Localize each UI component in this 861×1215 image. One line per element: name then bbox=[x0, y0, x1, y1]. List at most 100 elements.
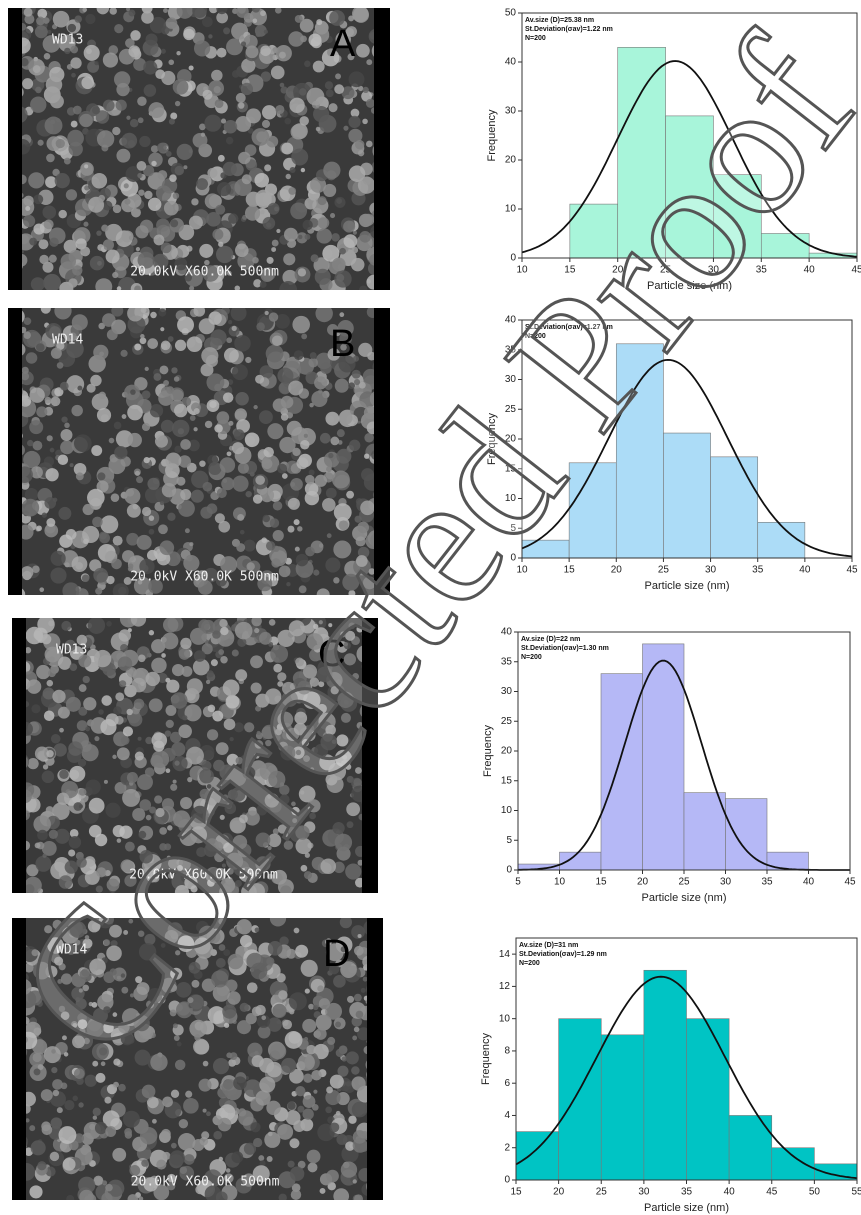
bar bbox=[558, 1018, 602, 1181]
sem-grain bbox=[23, 8, 33, 17]
sem-grain bbox=[130, 993, 135, 998]
sem-grain bbox=[206, 373, 225, 392]
sem-grain bbox=[290, 202, 308, 220]
sem-grain bbox=[71, 72, 76, 78]
sem-grain bbox=[160, 340, 171, 351]
sem-grain bbox=[227, 991, 241, 1005]
sem-grain bbox=[322, 244, 340, 262]
sem-grain bbox=[65, 696, 81, 712]
annotation: Av.size (D)=25.38 nm bbox=[525, 17, 594, 24]
sem-grain bbox=[79, 969, 90, 980]
sem-grain bbox=[288, 620, 305, 637]
sem-grain bbox=[36, 406, 48, 418]
sem-grain bbox=[295, 1085, 306, 1097]
sem-grain bbox=[214, 99, 224, 108]
sem-grain bbox=[348, 71, 365, 88]
y-tick-label: 20 bbox=[501, 746, 513, 757]
sem-grain bbox=[204, 193, 221, 210]
sem-grain bbox=[146, 870, 159, 883]
sem-grain bbox=[308, 33, 322, 47]
sem-grain bbox=[178, 455, 191, 468]
sem-grain bbox=[71, 556, 88, 573]
sem-grain bbox=[85, 779, 101, 795]
sem-grain bbox=[135, 225, 149, 239]
sem-grain bbox=[26, 679, 42, 694]
sem-grain bbox=[123, 930, 129, 935]
sem-grain bbox=[144, 190, 153, 200]
sem-grain bbox=[306, 633, 324, 650]
sem-grain bbox=[300, 167, 306, 173]
sem-grain bbox=[34, 842, 41, 849]
sem-grain bbox=[56, 792, 70, 805]
sem-grain bbox=[270, 1043, 287, 1060]
sem-grain bbox=[216, 488, 227, 499]
sem-grain bbox=[338, 520, 349, 531]
sem-grain bbox=[228, 420, 234, 426]
sem-grain bbox=[137, 117, 144, 124]
y-tick-label: 10 bbox=[505, 493, 517, 504]
sem-grain bbox=[102, 99, 115, 112]
sem-grain bbox=[159, 843, 167, 851]
sem-grain bbox=[222, 679, 240, 697]
sem-grain bbox=[328, 103, 338, 113]
annotation: N=200 bbox=[525, 35, 546, 42]
bar bbox=[617, 46, 666, 259]
sem-grain bbox=[252, 494, 263, 504]
sem-grain bbox=[215, 575, 227, 587]
sem-grain bbox=[351, 246, 359, 254]
sem-grain bbox=[133, 698, 145, 710]
x-tick-label: 45 bbox=[846, 565, 858, 576]
sem-grain bbox=[325, 1106, 333, 1114]
sem-grain bbox=[64, 860, 78, 874]
sem-grain bbox=[67, 23, 77, 33]
sem-grain bbox=[252, 256, 259, 264]
sem-grain bbox=[357, 521, 370, 534]
sem-grain bbox=[20, 372, 30, 381]
sem-grain bbox=[92, 1107, 101, 1116]
sem-grain bbox=[351, 369, 361, 379]
sem-grain bbox=[244, 810, 260, 826]
sem-grain bbox=[66, 340, 84, 358]
sem-grain bbox=[157, 142, 167, 153]
sem-grain bbox=[271, 558, 281, 568]
sem-grain bbox=[59, 534, 73, 548]
sem-grain bbox=[172, 192, 180, 200]
sem-grain bbox=[137, 251, 155, 269]
sem-grain bbox=[242, 766, 256, 780]
sem-grain bbox=[294, 711, 308, 725]
sem-grain bbox=[183, 1154, 195, 1165]
sem-grain bbox=[60, 1011, 70, 1021]
sem-grain bbox=[201, 643, 213, 655]
x-tick-label: 35 bbox=[761, 877, 773, 888]
sem-grain bbox=[283, 253, 296, 266]
sem-grain bbox=[42, 764, 49, 770]
sem-grain bbox=[223, 120, 238, 134]
sem-grain bbox=[102, 239, 115, 251]
sem-grain bbox=[298, 785, 316, 803]
sem-grain bbox=[99, 532, 110, 544]
sem-grain bbox=[46, 749, 54, 758]
sem-grain bbox=[192, 132, 208, 148]
sem-grain bbox=[360, 987, 366, 993]
sem-grain bbox=[114, 782, 127, 794]
sem-grain bbox=[335, 1110, 341, 1116]
sem-grain bbox=[226, 852, 244, 870]
sem-grain bbox=[43, 273, 61, 290]
sem-grain bbox=[186, 746, 204, 765]
sem-grain bbox=[176, 1041, 182, 1047]
sem-grain bbox=[219, 764, 236, 781]
sem-grain bbox=[280, 413, 289, 421]
sem-grain bbox=[364, 433, 374, 443]
sem-grain bbox=[308, 469, 315, 476]
sem-grain bbox=[234, 285, 241, 290]
sem-grain bbox=[215, 245, 234, 264]
sem-grain bbox=[293, 927, 300, 934]
sem-grain bbox=[45, 806, 54, 815]
sem-grain bbox=[255, 856, 271, 872]
sem-grain bbox=[261, 726, 275, 740]
sem-grain bbox=[79, 1189, 94, 1200]
sem-grain bbox=[334, 749, 353, 767]
sem-grain bbox=[82, 984, 90, 992]
sem-grain bbox=[20, 57, 29, 67]
sem-grain bbox=[253, 404, 258, 410]
